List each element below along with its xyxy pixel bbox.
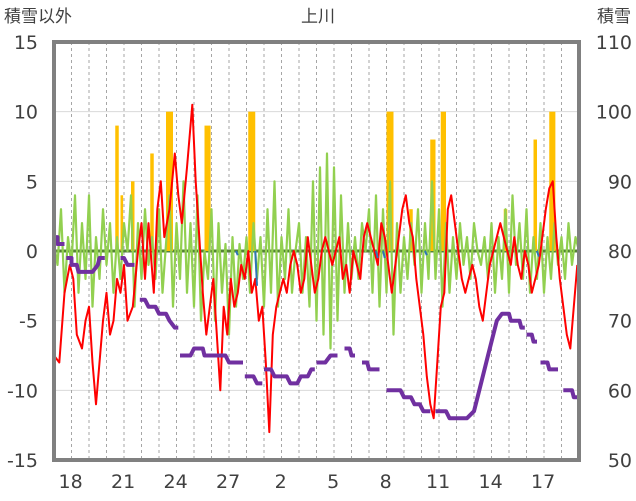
chart-title: 上川 <box>301 7 335 27</box>
orange-bar-3 <box>150 153 154 251</box>
teal-series-segment-4 <box>424 250 428 256</box>
x-tick-label-7: 11 <box>426 471 450 493</box>
x-tick-label-1: 21 <box>111 471 135 493</box>
purple-series-segment-2 <box>120 256 135 267</box>
right-y-tick-label-0: 110 <box>596 32 632 54</box>
x-tick-label-9: 17 <box>531 471 555 493</box>
right-y-tick-label-3: 80 <box>608 241 632 263</box>
purple-series-segment-13 <box>540 360 558 372</box>
left-y-axis: 15 10 5 0 -5 -10 -15 <box>7 32 38 472</box>
x-tick-label-4: 2 <box>275 471 287 493</box>
orange-bar-6 <box>248 111 256 252</box>
teal-series-segment-3 <box>382 250 386 259</box>
red-series-line <box>53 103 579 434</box>
gridlines <box>54 41 579 461</box>
orange-bar-12 <box>533 139 537 251</box>
plot-area <box>52 103 581 434</box>
teal-series-segment-0 <box>235 250 239 256</box>
orange-bar-4 <box>166 111 173 252</box>
teal-series-segment-1 <box>254 250 258 286</box>
x-tick-label-8: 14 <box>479 471 503 493</box>
right-y-tick-label-5: 60 <box>608 380 632 402</box>
plot-frame <box>52 40 581 462</box>
orange-bar-0 <box>115 125 119 251</box>
purple-series-segment-12 <box>526 332 537 344</box>
right-y-tick-label-6: 50 <box>608 450 632 472</box>
left-y-tick-label-0: 15 <box>14 32 38 54</box>
left-y-tick-label-5: -10 <box>7 380 38 402</box>
purple-series-segment-11 <box>435 311 525 421</box>
x-tick-label-2: 24 <box>164 471 188 493</box>
left-y-tick-label-2: 5 <box>26 171 38 193</box>
green-series-line <box>52 152 581 350</box>
left-axis-label: 積雪以外 <box>4 7 72 27</box>
purple-series-segment-4 <box>180 346 243 365</box>
right-y-axis: 110 100 90 80 70 60 50 <box>596 32 632 472</box>
left-y-tick-label-1: 10 <box>14 102 38 124</box>
left-y-tick-label-6: -15 <box>7 450 38 472</box>
teal-series-segment-2 <box>375 250 379 259</box>
left-y-tick-label-4: -5 <box>19 311 38 333</box>
left-y-tick-label-3: 0 <box>26 241 38 263</box>
right-y-tick-label-2: 90 <box>608 171 632 193</box>
orange-bar-10 <box>440 111 446 252</box>
purple-series-segment-5 <box>244 374 263 386</box>
purple-series-segment-7 <box>316 353 338 365</box>
purple-series-segment-1 <box>66 256 105 274</box>
x-tick-label-3: 27 <box>216 471 240 493</box>
purple-series-segment-8 <box>344 346 355 358</box>
purple-series-segment-10 <box>386 388 431 414</box>
x-axis: 18 21 24 27 2 5 8 11 14 17 <box>59 471 556 493</box>
purple-series-segment-9 <box>362 360 380 372</box>
right-y-tick-label-4: 70 <box>608 311 632 333</box>
purple-series-segment-3 <box>139 297 179 330</box>
x-tick-label-0: 18 <box>59 471 83 493</box>
right-y-tick-label-1: 100 <box>596 102 632 124</box>
x-tick-label-5: 5 <box>327 471 339 493</box>
purple-series-segment-14 <box>563 388 579 400</box>
teal-series-segment-5 <box>536 250 540 257</box>
purple-series-segment-6 <box>264 367 315 386</box>
right-axis-label: 積雪 <box>597 7 631 27</box>
x-tick-label-6: 8 <box>380 471 392 493</box>
orange-bar-5 <box>204 125 211 251</box>
orange-bar-1 <box>120 195 124 251</box>
